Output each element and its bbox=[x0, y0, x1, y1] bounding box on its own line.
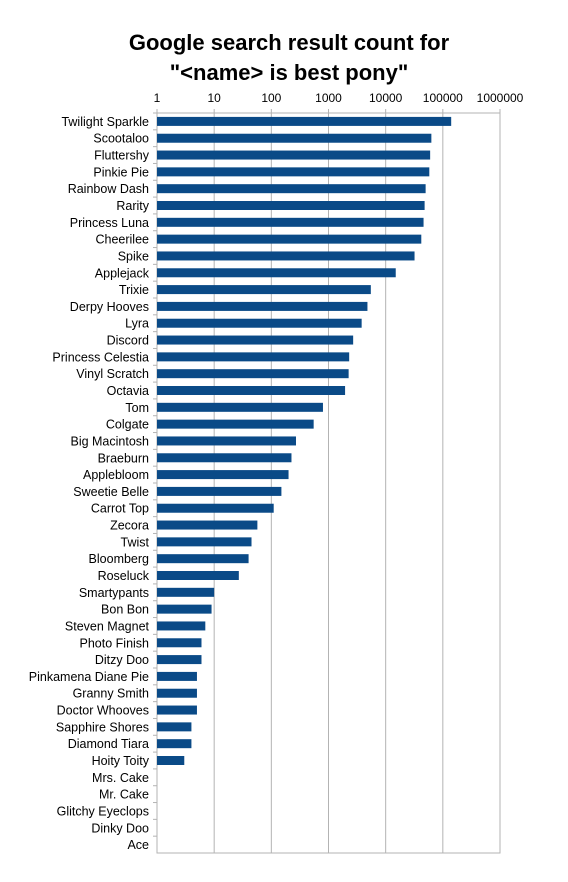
bar bbox=[157, 453, 292, 463]
category-label: Applebloom bbox=[83, 468, 149, 482]
category-label: Smartypants bbox=[79, 586, 149, 600]
bar bbox=[157, 722, 192, 732]
bar bbox=[157, 756, 185, 765]
category-label: Mrs. Cake bbox=[92, 771, 149, 785]
category-label: Pinkamena Diane Pie bbox=[29, 670, 149, 684]
bar bbox=[157, 537, 252, 547]
x-tick-label: 1000000 bbox=[477, 91, 524, 105]
chart-title: Google search result count for "<name> i… bbox=[0, 28, 568, 88]
bar bbox=[157, 604, 212, 614]
bar bbox=[157, 503, 274, 513]
category-label: Ace bbox=[127, 838, 149, 852]
category-label: Bon Bon bbox=[101, 603, 149, 617]
category-label: Big Macintosh bbox=[70, 434, 149, 448]
bar bbox=[157, 301, 368, 311]
bar bbox=[157, 352, 350, 362]
category-label: Doctor Whooves bbox=[57, 704, 149, 718]
bar bbox=[157, 520, 258, 530]
x-tick-label: 1 bbox=[154, 91, 161, 105]
category-label: Colgate bbox=[106, 418, 149, 432]
category-label: Trixie bbox=[119, 283, 149, 297]
bar bbox=[157, 116, 452, 126]
category-label: Ditzy Doo bbox=[95, 653, 149, 667]
x-tick-label: 1000 bbox=[315, 91, 342, 105]
bar bbox=[157, 318, 362, 328]
category-label: Hoity Toity bbox=[92, 754, 150, 768]
bar bbox=[157, 133, 432, 143]
category-label: Sapphire Shores bbox=[56, 720, 149, 734]
bar bbox=[157, 201, 425, 210]
category-label: Roseluck bbox=[98, 569, 150, 583]
category-label: Braeburn bbox=[98, 451, 149, 465]
category-label: Carrot Top bbox=[91, 502, 149, 516]
category-label: Twist bbox=[121, 535, 150, 549]
category-label: Cheerilee bbox=[95, 233, 149, 247]
category-label: Lyra bbox=[125, 317, 149, 331]
category-label: Zecora bbox=[110, 519, 149, 533]
x-tick-label: 100000 bbox=[423, 91, 463, 105]
x-tick-label: 10 bbox=[207, 91, 221, 105]
bar bbox=[157, 688, 197, 698]
bar bbox=[157, 486, 282, 496]
bar bbox=[157, 739, 192, 749]
bar bbox=[157, 150, 431, 160]
bar bbox=[157, 621, 206, 631]
bar bbox=[157, 369, 349, 379]
category-label: Rarity bbox=[116, 199, 149, 213]
category-label: Bloomberg bbox=[89, 552, 149, 566]
bar bbox=[157, 705, 197, 715]
bar bbox=[157, 587, 215, 597]
x-tick-label: 100 bbox=[261, 91, 281, 105]
bar bbox=[157, 167, 430, 177]
category-label: Granny Smith bbox=[73, 687, 149, 701]
bar bbox=[157, 268, 396, 278]
bar bbox=[157, 638, 202, 648]
bar bbox=[157, 217, 424, 227]
category-label: Photo Finish bbox=[80, 636, 150, 650]
category-label: Fluttershy bbox=[94, 149, 150, 163]
category-label: Mr. Cake bbox=[99, 788, 149, 802]
category-label: Scootaloo bbox=[93, 132, 149, 146]
bar bbox=[157, 554, 249, 564]
category-label: Vinyl Scratch bbox=[76, 367, 149, 381]
category-label: Spike bbox=[118, 249, 149, 263]
bar bbox=[157, 234, 422, 244]
chart-title-line-1: Google search result count for bbox=[128, 30, 450, 55]
category-label: Diamond Tiara bbox=[68, 737, 149, 751]
category-label: Dinky Doo bbox=[91, 821, 149, 835]
category-label: Octavia bbox=[107, 384, 149, 398]
bar bbox=[157, 571, 239, 580]
bar bbox=[157, 184, 426, 194]
category-label: Pinkie Pie bbox=[93, 165, 149, 179]
bar bbox=[157, 470, 289, 480]
category-label: Discord bbox=[107, 334, 149, 348]
category-label: Tom bbox=[125, 401, 149, 415]
category-label: Applejack bbox=[95, 266, 150, 280]
category-label: Sweetie Belle bbox=[73, 485, 149, 499]
category-label: Twilight Sparkle bbox=[61, 115, 149, 129]
category-label: Princess Luna bbox=[70, 216, 149, 230]
bar bbox=[157, 402, 323, 412]
category-label: Derpy Hooves bbox=[70, 300, 149, 314]
x-tick-label: 10000 bbox=[369, 91, 403, 105]
bar bbox=[157, 386, 346, 395]
category-label: Glitchy Eyeclops bbox=[57, 804, 149, 818]
category-label: Princess Celestia bbox=[52, 350, 149, 364]
bar bbox=[157, 251, 415, 261]
bar bbox=[157, 419, 314, 429]
bar bbox=[157, 671, 197, 681]
bar bbox=[157, 655, 202, 665]
bar bbox=[157, 285, 371, 295]
chart-title-line-2: "<name> is best pony" bbox=[169, 60, 409, 85]
bar bbox=[157, 436, 296, 446]
category-label: Steven Magnet bbox=[65, 619, 150, 633]
category-label: Rainbow Dash bbox=[68, 182, 149, 196]
bar bbox=[157, 335, 354, 345]
